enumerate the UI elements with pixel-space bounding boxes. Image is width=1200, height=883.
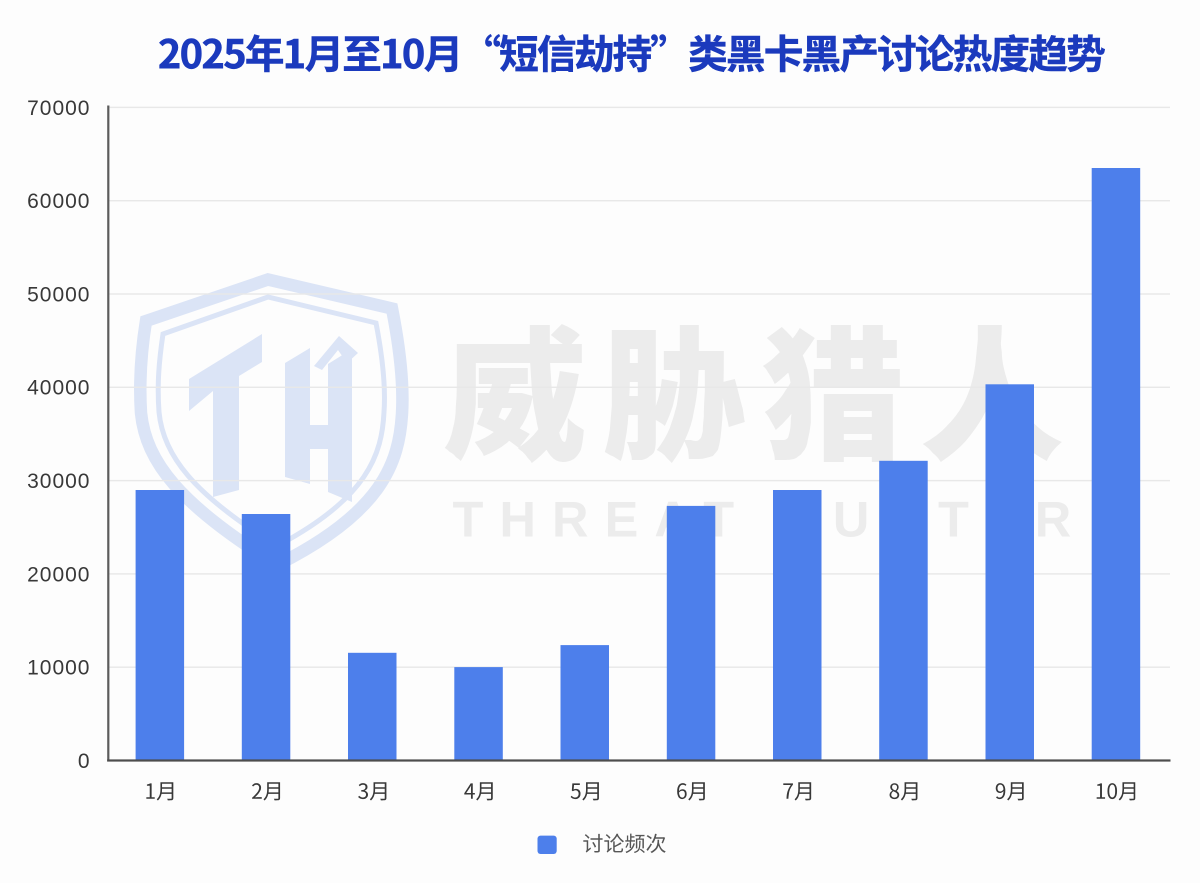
svg-text:40000: 40000 (27, 377, 90, 400)
svg-text:30000: 30000 (27, 470, 90, 493)
svg-text:20000: 20000 (27, 563, 90, 586)
svg-text:70000: 70000 (27, 97, 90, 120)
svg-text:50000: 50000 (27, 283, 90, 306)
svg-text:60000: 60000 (27, 190, 90, 213)
svg-text:THREAT HUNTER: THREAT HUNTER (453, 491, 1088, 548)
svg-text:0: 0 (78, 750, 91, 773)
svg-text:10000: 10000 (27, 657, 90, 680)
